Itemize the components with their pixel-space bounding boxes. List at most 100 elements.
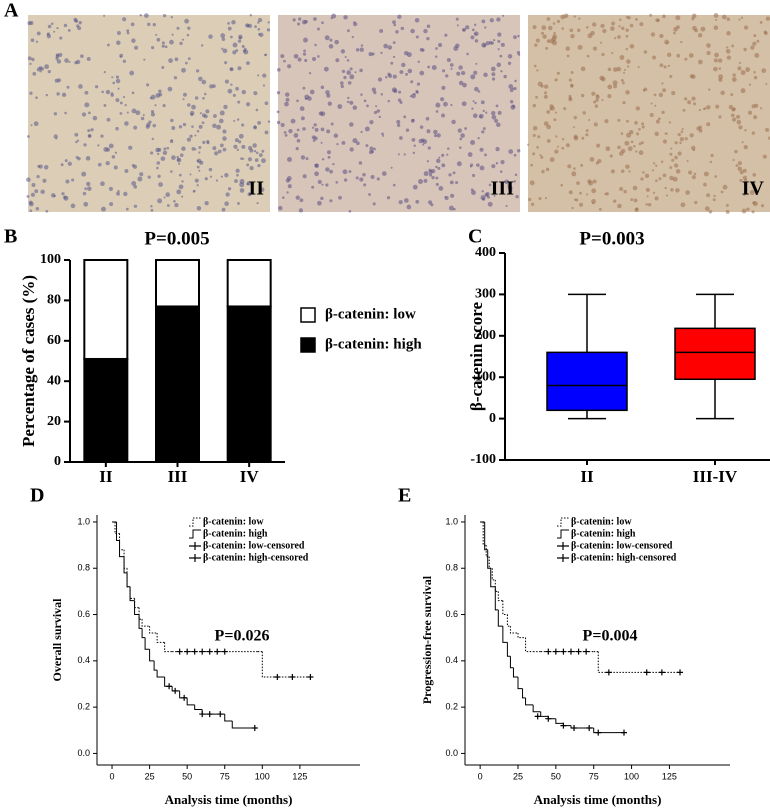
image-background — [528, 15, 770, 212]
cell — [642, 171, 645, 174]
cell — [363, 99, 367, 103]
censor-mark — [214, 648, 221, 655]
cell — [171, 155, 176, 160]
cell — [129, 70, 135, 76]
cell — [441, 153, 445, 157]
cell — [348, 209, 352, 213]
cell — [293, 53, 299, 59]
cell — [386, 196, 391, 200]
cell — [199, 112, 202, 115]
cell — [191, 125, 194, 129]
cell — [680, 40, 683, 44]
cell — [688, 170, 693, 175]
cell — [625, 47, 628, 51]
cell — [485, 41, 490, 46]
cell — [354, 71, 357, 74]
cell — [536, 146, 539, 149]
cell — [694, 200, 698, 205]
cell — [47, 24, 52, 29]
cell — [253, 149, 257, 153]
cell — [435, 165, 438, 169]
cell — [618, 151, 624, 156]
x-tick-label: II — [99, 467, 113, 486]
cell — [721, 14, 727, 20]
cell — [746, 207, 750, 211]
cell — [529, 180, 535, 186]
cell — [686, 159, 689, 162]
cell — [713, 12, 719, 18]
survival-step — [512, 667, 518, 678]
cell — [346, 70, 352, 75]
cell — [42, 178, 47, 183]
cell — [500, 42, 505, 47]
legend-glyph — [189, 529, 201, 539]
cell — [88, 134, 92, 138]
legend-glyph — [189, 517, 201, 527]
cell — [679, 141, 682, 145]
panel-label: E — [398, 485, 411, 507]
cell — [238, 36, 242, 40]
cell — [552, 22, 556, 25]
cell — [623, 189, 627, 194]
cell — [517, 53, 521, 56]
cell — [181, 146, 186, 151]
survival-step — [123, 556, 128, 574]
cell — [561, 146, 565, 150]
cell — [194, 178, 199, 183]
cell — [476, 163, 480, 167]
censor-mark — [560, 722, 567, 729]
cell — [147, 175, 151, 179]
cell — [753, 70, 756, 74]
cell — [338, 195, 342, 200]
cell — [171, 126, 176, 130]
cell — [744, 128, 747, 132]
cell — [647, 203, 652, 207]
cell — [158, 89, 162, 93]
cell — [284, 92, 290, 97]
cell — [649, 113, 654, 117]
cell — [133, 204, 138, 208]
cell — [227, 22, 230, 25]
cell — [456, 161, 462, 167]
cell — [150, 46, 155, 50]
cell — [154, 104, 157, 107]
cell — [246, 163, 250, 167]
cell — [475, 62, 478, 65]
cell — [655, 164, 658, 167]
cell — [371, 87, 376, 92]
survival-step — [138, 607, 143, 620]
cell — [623, 71, 626, 74]
cell — [311, 185, 315, 189]
cell — [598, 207, 602, 211]
cell — [658, 177, 662, 181]
cell — [700, 26, 706, 32]
cell — [100, 206, 106, 212]
cell — [489, 18, 494, 23]
survival-step — [502, 626, 508, 643]
cell — [568, 78, 572, 82]
cell — [477, 90, 481, 93]
cell — [131, 180, 137, 186]
cell — [280, 123, 285, 128]
cell — [691, 175, 696, 180]
cell — [246, 61, 250, 66]
cell — [739, 61, 742, 64]
cell — [474, 32, 477, 36]
cell — [376, 109, 381, 113]
cell — [576, 181, 580, 185]
cell — [257, 121, 262, 125]
cell — [743, 47, 747, 52]
censor-mark — [621, 729, 627, 736]
cell — [300, 155, 306, 160]
cell — [365, 144, 369, 148]
cell — [568, 96, 572, 100]
cell — [36, 174, 40, 179]
cell — [741, 208, 747, 214]
cell — [349, 122, 354, 127]
cell — [692, 25, 697, 31]
cell — [658, 117, 661, 121]
cell — [549, 157, 555, 163]
cell — [553, 31, 556, 35]
cell — [97, 162, 102, 167]
cell — [137, 176, 143, 182]
